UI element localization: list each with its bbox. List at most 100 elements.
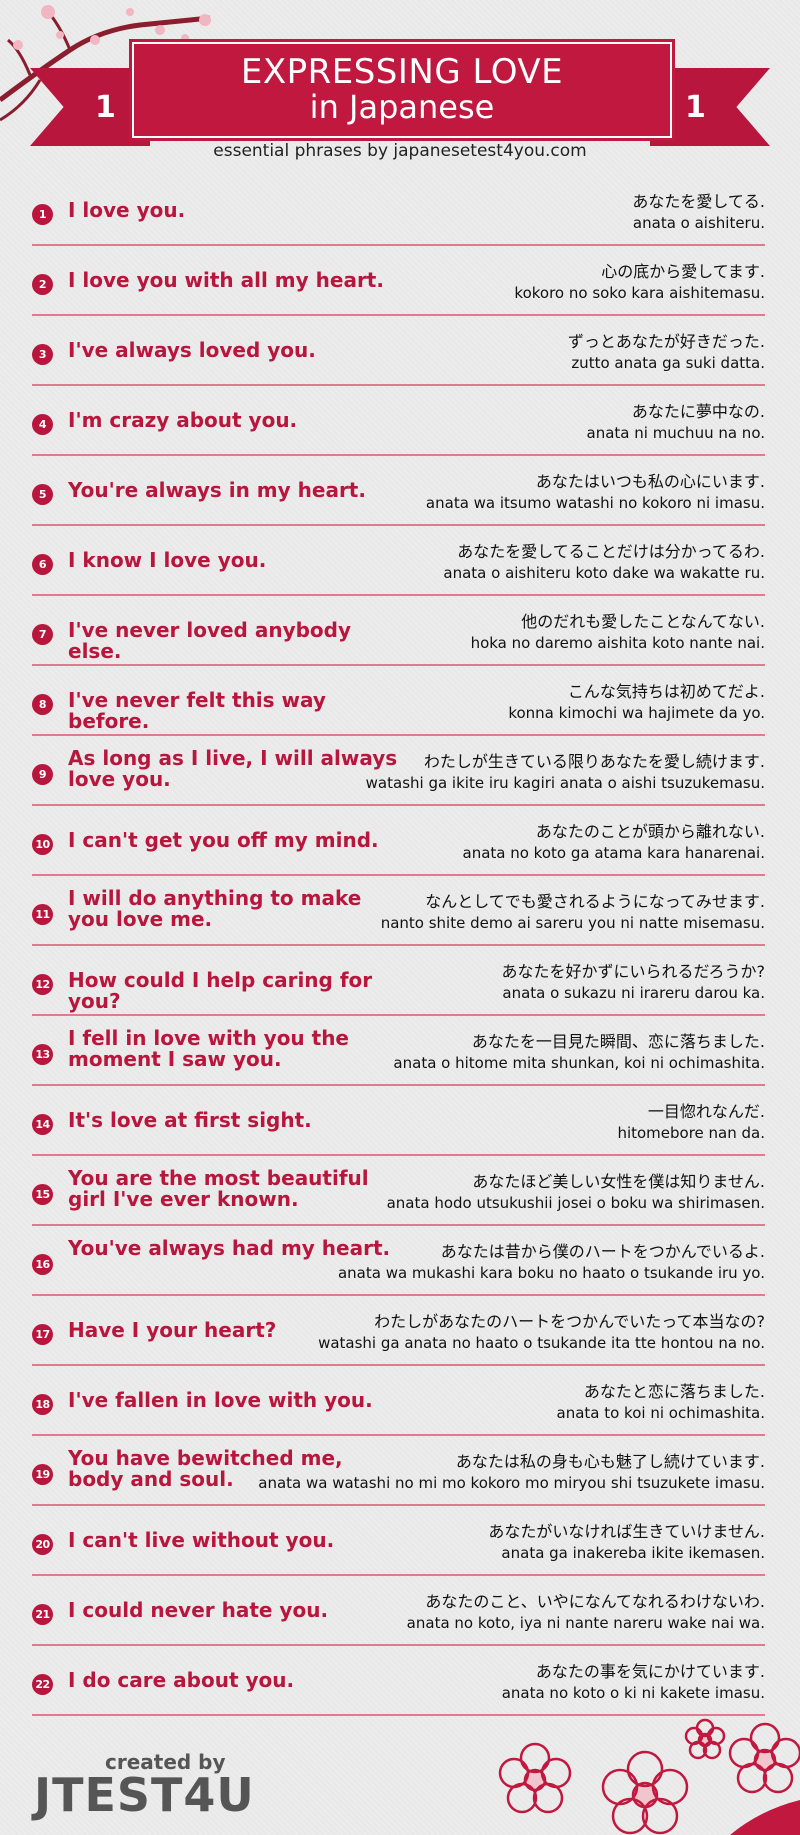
phrase-row: 10 I can't get you off my mind. あなたのことが頭から… <box>32 806 765 876</box>
phrase-number-badge: 9 <box>32 764 53 785</box>
phrase-number-badge: 20 <box>32 1534 53 1555</box>
phrase-japanese: こんな気持ちは初めてだよ. <box>567 682 765 701</box>
title-banner: EXPRESSING LOVE in Japanese <box>132 42 672 138</box>
phrase-romaji: anata ga inakereba ikite ikemasen. <box>501 1544 765 1562</box>
phrase-number-badge: 16 <box>32 1254 53 1275</box>
phrase-number-badge: 1 <box>32 204 53 225</box>
phrase-romaji: hitomebore nan da. <box>617 1124 765 1142</box>
phrase-number-badge: 5 <box>32 484 53 505</box>
subtitle: essential phrases by japanesetest4you.co… <box>213 141 587 161</box>
phrase-row: 17 Have I your heart? わたしがあなたのハートをつかんでいたって… <box>32 1296 765 1366</box>
phrase-number-badge: 19 <box>32 1464 53 1485</box>
title-line-1: EXPRESSING LOVE <box>240 52 564 92</box>
phrase-english: I've never felt this way before. <box>68 688 326 733</box>
phrase-romaji: anata o sukazu ni irareru darou ka. <box>502 984 765 1002</box>
phrase-japanese: あなたのことが頭から離れない. <box>535 822 765 841</box>
phrase-number-badge: 6 <box>32 554 53 575</box>
phrase-english: I love you. <box>68 198 186 222</box>
phrase-number-badge: 12 <box>32 974 53 995</box>
phrase-japanese: あなたと恋に落ちました. <box>583 1382 765 1401</box>
phrase-row: 6 I know I love you. あなたを愛してることだけは分かってるわ. a… <box>32 526 765 596</box>
phrase-japanese: 心の底から愛してます. <box>601 262 765 281</box>
phrase-japanese: あなたほど美しい女性を僕は知りません. <box>472 1172 765 1191</box>
phrase-romaji: anata no koto ga atama kara hanarenai. <box>462 844 766 862</box>
phrase-japanese: わたしが生きている限りあなたを愛し続けます. <box>423 752 765 771</box>
phrase-english: As long as I live, I will always love yo… <box>68 746 398 791</box>
phrase-number-badge: 2 <box>32 274 53 295</box>
phrase-number-badge: 10 <box>32 834 53 855</box>
phrase-english: I can't get you off my mind. <box>68 828 379 852</box>
phrase-romaji: anata to koi ni ochimashita. <box>556 1404 766 1422</box>
phrase-japanese: あなたを愛してる. <box>632 192 765 211</box>
phrase-english: I've always loved you. <box>68 338 316 362</box>
phrase-english: I've never loved anybody else. <box>68 618 352 663</box>
phrase-japanese: ずっとあなたが好きだった. <box>567 332 765 351</box>
phrase-english: I can't live without you. <box>68 1528 335 1552</box>
title-line-2: in Japanese <box>309 88 495 126</box>
phrase-number-badge: 13 <box>32 1044 53 1065</box>
phrase-english: Have I your heart? <box>68 1318 277 1342</box>
phrase-row: 3 I've always loved you. ずっとあなたが好きだった. zutt… <box>32 316 765 386</box>
phrase-row: 21 I could never hate you. あなたのこと、いやになんてなれ… <box>32 1576 765 1646</box>
phrase-romaji: anata o hitome mita shunkan, koi ni ochi… <box>393 1054 765 1072</box>
phrase-row: 2 I love you with all my heart. 心の底から愛してます… <box>32 246 765 316</box>
phrase-romaji: anata ni muchuu na no. <box>586 424 765 442</box>
phrase-list: 1 I love you. あなたを愛してる. anata o aishiteru. 2… <box>32 176 765 1716</box>
phrase-row: 8 I've never felt this way before. こんな気持ちは… <box>32 666 765 736</box>
phrase-romaji: anata no koto, iya ni nante nareru wake … <box>406 1614 765 1632</box>
phrase-japanese: あなたを一目見た瞬間、恋に落ちました. <box>471 1032 765 1051</box>
phrase-english: I love you with all my heart. <box>68 268 384 292</box>
phrase-english: I know I love you. <box>68 548 267 572</box>
phrase-english: I do care about you. <box>68 1668 295 1692</box>
phrase-english: How could I help caring for you? <box>68 968 373 1013</box>
phrase-romaji: watashi ga ikite iru kagiri anata o aish… <box>365 774 765 792</box>
phrase-row: 12 How could I help caring for you? あなたを好か… <box>32 946 765 1016</box>
phrase-romaji: anata o aishiteru. <box>632 214 765 232</box>
phrase-row: 7 I've never loved anybody else. 他のだれも愛したこ… <box>32 596 765 666</box>
phrase-row: 22 I do care about you. あなたの事を気にかけています. ana… <box>32 1646 765 1716</box>
phrase-romaji: anata no koto o ki ni kakete imasu. <box>501 1684 765 1702</box>
ribbon-left-number: 1 <box>95 90 116 125</box>
phrase-number-badge: 7 <box>32 624 53 645</box>
phrase-japanese: 一目惚れなんだ. <box>647 1102 765 1121</box>
phrase-number-badge: 18 <box>32 1394 53 1415</box>
phrase-number-badge: 15 <box>32 1184 53 1205</box>
phrase-row: 16 You've always had my heart. あなたは昔から僕のハー… <box>32 1226 765 1296</box>
ribbon-right-number: 1 <box>685 90 706 125</box>
phrase-japanese: あなたがいなければ生きていけません. <box>488 1522 765 1541</box>
phrase-row: 19 You have bewitched me, body and soul. あ… <box>32 1436 765 1506</box>
phrase-english: I'm crazy about you. <box>68 408 298 432</box>
phrase-romaji: watashi ga anata no haato o tsukande ita… <box>318 1334 765 1352</box>
phrase-number-badge: 8 <box>32 694 53 715</box>
phrase-romaji: nanto shite demo ai sareru you ni natte … <box>380 914 765 932</box>
phrase-japanese: なんとしてでも愛されるようになってみせます. <box>425 892 765 911</box>
phrase-row: 1 I love you. あなたを愛してる. anata o aishiteru. <box>32 176 765 246</box>
phrase-romaji: anata o aishiteru koto dake wa wakatte r… <box>443 564 765 582</box>
phrase-japanese: あなたを好かずにいられるだろうか? <box>501 962 765 981</box>
phrase-row: 20 I can't live without you. あなたがいなければ生きてい… <box>32 1506 765 1576</box>
phrase-english: I will do anything to make you love me. <box>68 886 362 931</box>
phrase-romaji: anata hodo utsukushii josei o boku wa sh… <box>386 1194 765 1212</box>
phrase-number-badge: 14 <box>32 1114 53 1135</box>
phrase-japanese: 他のだれも愛したことなんてない. <box>521 612 765 631</box>
phrase-japanese: あなたのこと、いやになんてなれるわけないわ. <box>425 1592 765 1611</box>
phrase-romaji: anata wa mukashi kara boku no haato o ts… <box>337 1264 765 1282</box>
phrase-english: I've fallen in love with you. <box>68 1388 373 1412</box>
phrase-romaji: anata wa itsumo watashi no kokoro ni ima… <box>425 494 765 512</box>
phrase-row: 13 I fell in love with you the moment I s… <box>32 1016 765 1086</box>
phrase-romaji: zutto anata ga suki datta. <box>571 354 765 372</box>
phrase-romaji: konna kimochi wa hajimete da yo. <box>508 704 765 722</box>
phrase-romaji: anata wa watashi no mi mo kokoro mo miry… <box>258 1474 765 1492</box>
cherry-blossom-decoration <box>498 1718 800 1835</box>
phrase-japanese: あなたは私の身も心も魅了し続けています. <box>455 1452 765 1471</box>
phrase-number-badge: 21 <box>32 1604 53 1625</box>
phrase-row: 5 You're always in my heart. あなたはいつも私の心にいま… <box>32 456 765 526</box>
phrase-romaji: kokoro no soko kara aishitemasu. <box>514 284 765 302</box>
phrase-english: It's love at first sight. <box>68 1108 312 1132</box>
cherry-blossom-branch-decoration <box>0 5 211 122</box>
phrase-english: I could never hate you. <box>68 1598 329 1622</box>
phrase-number-badge: 22 <box>32 1674 53 1695</box>
phrase-row: 4 I'm crazy about you. あなたに夢中なの. anata ni m… <box>32 386 765 456</box>
phrase-number-badge: 17 <box>32 1324 53 1345</box>
jtest4u-logo: JTEST4U <box>34 1768 255 1822</box>
